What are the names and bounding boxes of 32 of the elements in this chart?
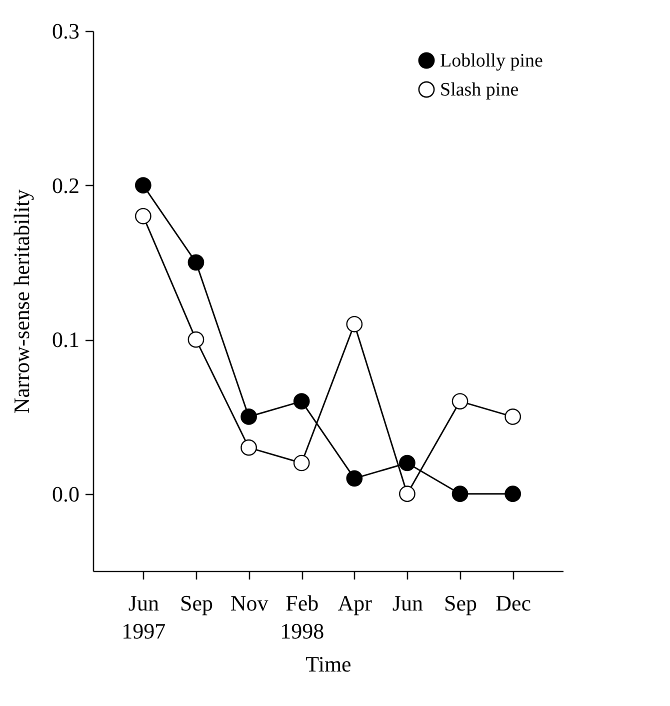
point bbox=[240, 439, 257, 456]
point bbox=[399, 486, 416, 502]
x-tick-label: Jun 1997 bbox=[122, 590, 166, 644]
x-tick-label: Apr bbox=[338, 590, 373, 616]
point bbox=[240, 408, 257, 425]
point bbox=[188, 331, 204, 348]
point bbox=[293, 393, 310, 410]
point bbox=[134, 208, 152, 224]
point bbox=[293, 454, 310, 472]
x-tick-label: Dec bbox=[496, 590, 532, 616]
point bbox=[452, 393, 468, 410]
x-tick-label: Feb 1998 bbox=[280, 590, 324, 644]
point bbox=[346, 470, 363, 487]
legend-label: Slash pine bbox=[440, 80, 519, 100]
x-tick-label: Sep bbox=[180, 590, 213, 616]
y-axis-title: Narrow-sense heritability bbox=[9, 189, 34, 414]
x-tick-label: Nov bbox=[230, 590, 268, 616]
y-tick-label: 0.0 bbox=[52, 481, 80, 506]
point bbox=[504, 486, 522, 502]
legend-label: Loblolly pine bbox=[440, 50, 543, 72]
y-tick-label: 0.2 bbox=[52, 172, 80, 198]
point bbox=[399, 454, 416, 472]
point bbox=[346, 316, 363, 332]
point bbox=[504, 408, 522, 425]
x-tick-label: Sep bbox=[444, 590, 478, 616]
y-tick-label: 0.1 bbox=[52, 327, 80, 352]
y-tick-label: 0.3 bbox=[52, 18, 80, 44]
x-tick-label: Jun bbox=[392, 590, 423, 616]
point bbox=[134, 177, 152, 194]
x-axis-title: Time bbox=[306, 652, 352, 676]
point bbox=[188, 254, 204, 271]
point bbox=[452, 486, 468, 502]
